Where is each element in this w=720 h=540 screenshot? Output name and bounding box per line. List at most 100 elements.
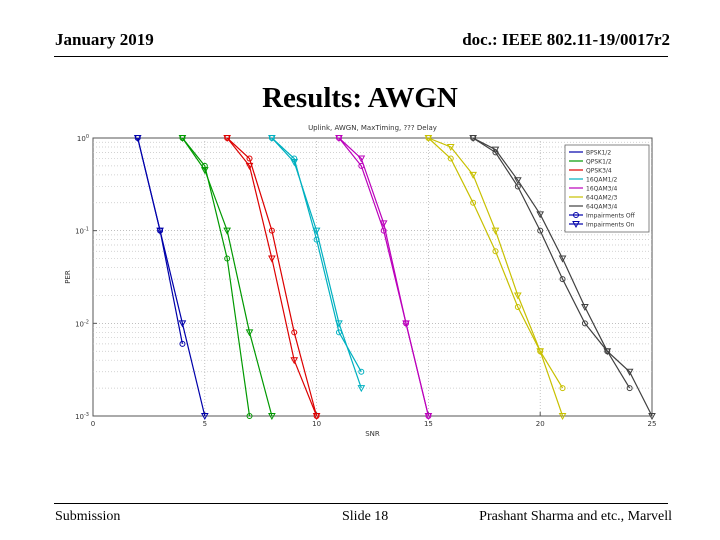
series-line	[181, 137, 251, 417]
x-tick-label: 5	[203, 420, 207, 428]
data-point-circle	[335, 329, 342, 336]
data-point-triangle	[625, 368, 634, 376]
header-rule	[54, 56, 668, 57]
legend-label: Impairments On	[586, 222, 635, 229]
y-tick-label: 10-2	[75, 319, 89, 328]
data-point-triangle	[223, 135, 232, 143]
data-point-triangle	[536, 211, 545, 219]
data-point-circle	[380, 227, 387, 234]
data-point-triangle	[312, 227, 321, 235]
data-point-triangle	[424, 135, 433, 143]
data-point-circle	[179, 340, 186, 347]
data-point-circle	[447, 155, 454, 162]
series-line	[472, 137, 631, 389]
legend-label: 64QAM3/4	[586, 204, 617, 211]
x-tick-label: 15	[424, 420, 433, 428]
x-tick-label: 10	[312, 420, 321, 428]
data-point-triangle	[335, 320, 343, 328]
x-tick-label: 25	[648, 420, 657, 428]
legend-label: QPSK3/4	[586, 168, 612, 175]
data-point-circle	[224, 255, 231, 262]
data-point-circle	[537, 227, 544, 234]
data-point-circle	[246, 413, 253, 419]
y-tick-label: 10-1	[75, 227, 89, 236]
footer-authors: Prashant Sharma and etc., Marvell	[479, 509, 672, 524]
data-point-triangle	[379, 220, 388, 228]
y-tick-label: 10-3	[75, 412, 89, 421]
data-point-circle	[358, 368, 365, 375]
data-point-triangle	[536, 348, 545, 356]
data-point-triangle	[513, 292, 522, 300]
chart-svg: 0 5 10 15 20 25 100 10-1 10-2 10-3 Uplink, AWGN, M…	[64, 124, 657, 438]
data-point-circle	[470, 199, 477, 206]
data-point-circle	[559, 385, 566, 392]
series-line	[271, 137, 362, 389]
series-line	[338, 137, 429, 417]
legend-label: BPSK1/2	[586, 150, 611, 157]
data-point-triangle	[290, 357, 299, 365]
data-point-triangle	[335, 135, 343, 143]
data-point-triangle	[312, 413, 321, 421]
data-point-circle	[268, 227, 275, 234]
data-point-triangle	[178, 135, 187, 143]
series-line	[181, 137, 273, 417]
chart-title: Uplink, AWGN, MaxTiming, ??? Delay	[308, 124, 437, 132]
plot-area	[92, 137, 653, 417]
data-point-triangle	[178, 320, 187, 328]
series-line	[226, 137, 318, 417]
data-point-circle	[514, 304, 521, 311]
data-point-triangle	[648, 413, 656, 421]
legend-label: Impairments Off	[586, 213, 636, 220]
x-axis-label: SNR	[365, 430, 380, 438]
data-point-triangle	[469, 135, 477, 143]
data-point-triangle	[200, 413, 209, 421]
data-point-triangle	[469, 171, 477, 179]
slide-title: Results: AWGN	[262, 82, 458, 114]
legend-label: 16QAM3/4	[586, 186, 617, 193]
y-axis-label: PER	[64, 270, 72, 284]
header-date: January 2019	[55, 30, 154, 49]
data-point-triangle	[581, 304, 589, 312]
data-point-triangle	[357, 385, 366, 393]
footer-rule	[54, 503, 668, 504]
data-point-triangle	[558, 413, 567, 421]
data-point-triangle	[572, 221, 580, 229]
data-point-triangle	[133, 135, 142, 143]
data-point-triangle	[424, 413, 433, 421]
data-point-triangle	[290, 159, 299, 167]
data-point-triangle	[223, 227, 232, 235]
series-line	[428, 137, 564, 417]
data-point-triangle	[446, 143, 455, 152]
data-point-circle	[291, 155, 298, 162]
x-tick-label: 20	[536, 420, 545, 428]
data-point-triangle	[603, 348, 612, 356]
data-point-triangle	[200, 167, 209, 175]
data-point-triangle	[491, 227, 500, 235]
header-doc-id: doc.: IEEE 802.11-19/0017r2	[462, 30, 670, 49]
series-line	[472, 137, 653, 417]
data-point-triangle	[491, 146, 500, 154]
data-point-circle	[559, 276, 566, 283]
series-line	[226, 137, 318, 417]
legend-label: QPSK1/2	[586, 159, 612, 166]
data-point-circle	[626, 385, 633, 392]
data-point-triangle	[156, 227, 164, 235]
footer-submission: Submission	[55, 509, 121, 524]
data-point-triangle	[558, 255, 567, 263]
data-point-triangle	[245, 162, 254, 170]
x-tick-label: 0	[91, 420, 95, 428]
data-point-circle	[581, 320, 588, 327]
footer-slide-number: Slide 18	[342, 509, 389, 524]
data-point-circle	[246, 155, 253, 162]
data-point-triangle	[357, 155, 366, 163]
per-chart: 0 5 10 15 20 25 100 10-1 10-2 10-3 Uplink, AWGN, M…	[60, 118, 660, 440]
data-point-triangle	[268, 135, 276, 143]
data-point-circle	[573, 212, 579, 218]
data-point-circle	[492, 248, 499, 255]
data-point-triangle	[268, 255, 276, 263]
data-point-circle	[291, 329, 298, 336]
data-point-triangle	[268, 413, 276, 421]
data-point-triangle	[513, 177, 522, 185]
y-tick-label: 100	[77, 134, 89, 143]
data-point-triangle	[402, 320, 410, 328]
